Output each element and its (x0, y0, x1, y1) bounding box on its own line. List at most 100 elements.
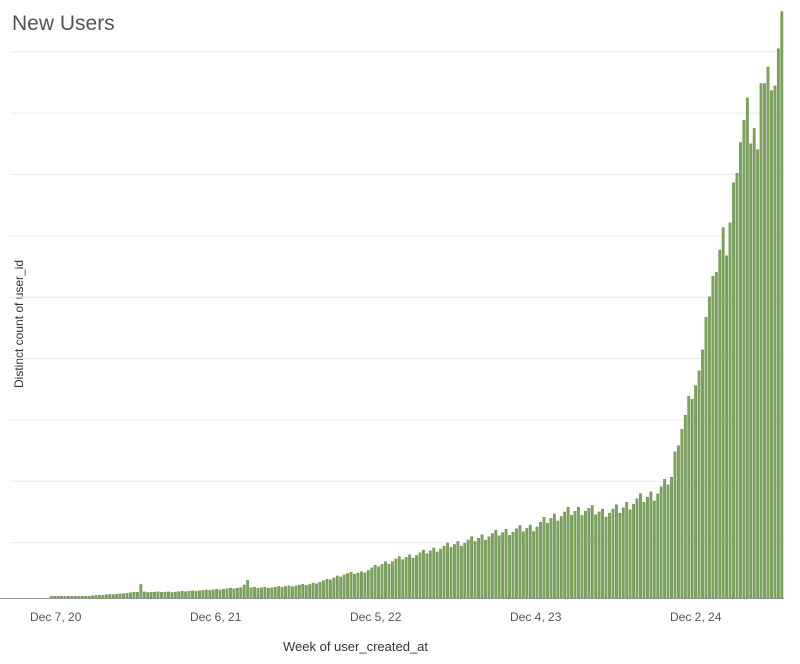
bar (122, 593, 126, 599)
bar (556, 520, 560, 599)
bar (504, 529, 508, 599)
bar (418, 552, 422, 599)
bar (642, 502, 646, 599)
bar (322, 580, 325, 599)
bar (60, 595, 63, 599)
bar (211, 589, 215, 599)
bar (115, 593, 119, 599)
bar (683, 414, 687, 599)
bar (432, 547, 436, 599)
bar (270, 587, 274, 599)
bar (260, 587, 263, 599)
bar (711, 276, 715, 599)
bar (146, 592, 150, 599)
bar (229, 587, 232, 599)
bar (525, 528, 529, 599)
bar (108, 594, 112, 599)
bar (601, 508, 604, 599)
bar (156, 591, 160, 599)
bar (70, 596, 74, 599)
bar (339, 576, 343, 599)
bar (253, 587, 256, 599)
bar (580, 515, 584, 599)
bar (670, 476, 673, 599)
bar (346, 573, 349, 599)
bar (659, 486, 663, 599)
bar (521, 531, 525, 599)
bar (546, 523, 549, 599)
bar (749, 143, 753, 599)
bar (590, 505, 594, 599)
bar (232, 588, 236, 599)
bar (153, 591, 157, 599)
bar (649, 491, 653, 599)
bar (332, 577, 336, 599)
bar (439, 548, 443, 599)
bar (559, 516, 563, 599)
bar (587, 508, 591, 599)
bar (67, 596, 70, 599)
bar (632, 504, 636, 599)
bar (539, 522, 542, 599)
bar (773, 85, 777, 599)
bar (273, 587, 277, 599)
bar (742, 119, 746, 599)
bar (490, 533, 494, 599)
bar (167, 591, 170, 599)
bar (770, 90, 773, 599)
bar (356, 572, 360, 599)
bar (184, 591, 188, 599)
bar (732, 182, 735, 599)
bar (466, 539, 470, 599)
bar (766, 66, 770, 599)
bar (404, 557, 408, 599)
bar (256, 588, 260, 599)
bar (694, 385, 698, 599)
bar (204, 589, 208, 599)
bar (177, 591, 181, 599)
bar (315, 583, 318, 599)
bar (680, 429, 684, 599)
bar (759, 83, 763, 599)
bar (132, 591, 136, 599)
bar (291, 586, 294, 599)
bar (73, 596, 77, 599)
bar (515, 528, 518, 599)
bar (728, 222, 732, 599)
bar (714, 272, 718, 599)
bar (135, 592, 139, 599)
bar (422, 549, 425, 599)
bar (125, 593, 129, 599)
bar (411, 557, 415, 599)
bar (266, 588, 270, 599)
bar (542, 517, 546, 599)
bar (235, 588, 239, 599)
bar (325, 579, 329, 599)
bar (611, 508, 615, 599)
bar (194, 591, 198, 599)
bar (456, 541, 460, 599)
bar (615, 504, 618, 599)
bar (225, 588, 229, 599)
bar (549, 518, 553, 599)
bar (297, 584, 301, 599)
bar (449, 547, 453, 599)
bar (666, 484, 670, 599)
bar (597, 511, 601, 599)
x-tick-label: Dec 7, 20 (30, 610, 82, 624)
bar (160, 592, 163, 599)
x-tick-label: Dec 4, 23 (510, 610, 562, 624)
bar (677, 445, 680, 599)
bar (570, 515, 573, 599)
bar-series (49, 11, 784, 599)
bar (198, 590, 201, 599)
bar (91, 595, 94, 599)
bar (104, 594, 108, 599)
bar (401, 559, 405, 599)
bar (246, 580, 250, 599)
bar (308, 584, 312, 599)
bar (170, 592, 174, 599)
chart-title: New Users (12, 12, 115, 35)
x-tick-label: Dec 2, 24 (670, 610, 722, 624)
bar (501, 532, 505, 599)
